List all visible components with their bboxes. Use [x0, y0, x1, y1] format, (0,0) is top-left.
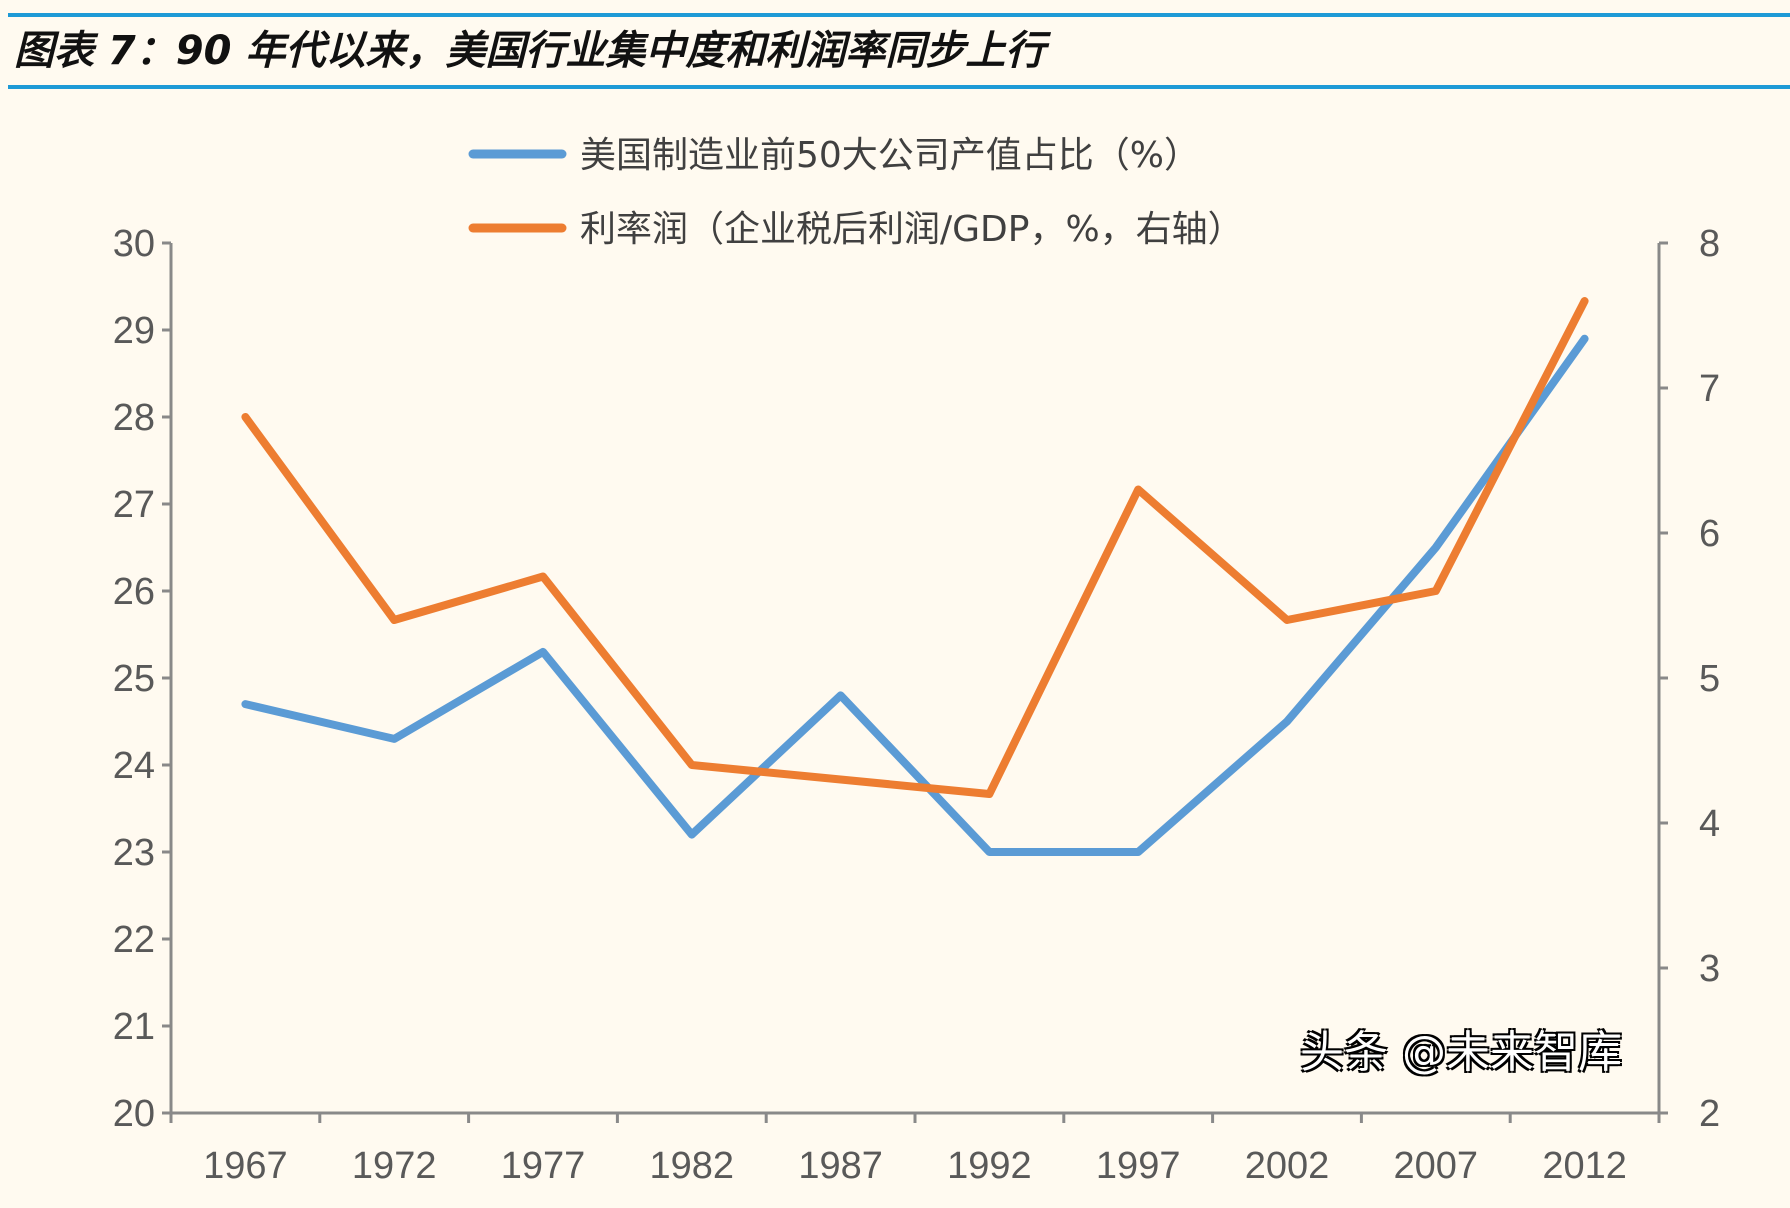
x-tick-label: 1997	[1096, 1145, 1181, 1187]
left-tick-label: 25	[113, 658, 155, 700]
left-tick-label: 20	[113, 1093, 155, 1135]
title-bottom-rule	[8, 85, 1790, 89]
legend-label-1: 美国制造业前50大公司产值占比（%）	[580, 135, 1200, 176]
legend-label-2: 利率润（企业税后利润/GDP，%，右轴）	[580, 209, 1244, 250]
left-tick-label: 28	[113, 397, 155, 439]
right-tick-label: 8	[1699, 223, 1720, 265]
left-tick-label: 22	[113, 919, 155, 961]
figure-title: 图表 7：90 年代以来，美国行业集中度和利润率同步上行	[14, 28, 1046, 74]
left-tick-label: 21	[113, 1006, 155, 1048]
left-tick-label: 30	[113, 223, 155, 265]
right-tick-label: 7	[1699, 368, 1720, 410]
right-tick-label: 5	[1699, 658, 1720, 700]
x-tick-label: 1967	[203, 1145, 288, 1187]
left-tick-label: 23	[113, 832, 155, 874]
series-line-2	[241, 297, 1589, 798]
left-tick-label: 26	[113, 571, 155, 613]
right-tick-label: 6	[1699, 513, 1720, 555]
x-tick-label: 1987	[798, 1145, 883, 1187]
title-top-rule	[8, 13, 1790, 17]
left-tick-label: 24	[113, 745, 155, 787]
x-tick-label: 2007	[1394, 1145, 1479, 1187]
x-tick-label: 1982	[650, 1145, 735, 1187]
x-tick-label: 1992	[947, 1145, 1032, 1187]
x-tick-label: 1972	[352, 1145, 437, 1187]
right-tick-label: 2	[1699, 1093, 1720, 1135]
right-tick-label: 4	[1699, 803, 1720, 845]
series-line-1	[241, 334, 1589, 856]
x-tick-label: 2012	[1542, 1145, 1627, 1187]
x-tick-label: 1977	[501, 1145, 586, 1187]
left-tick-label: 29	[113, 310, 155, 352]
left-tick-label: 27	[113, 484, 155, 526]
watermark: 头条 @未来智库	[1300, 1027, 1622, 1078]
right-tick-label: 3	[1699, 948, 1720, 990]
x-tick-label: 2002	[1245, 1145, 1330, 1187]
